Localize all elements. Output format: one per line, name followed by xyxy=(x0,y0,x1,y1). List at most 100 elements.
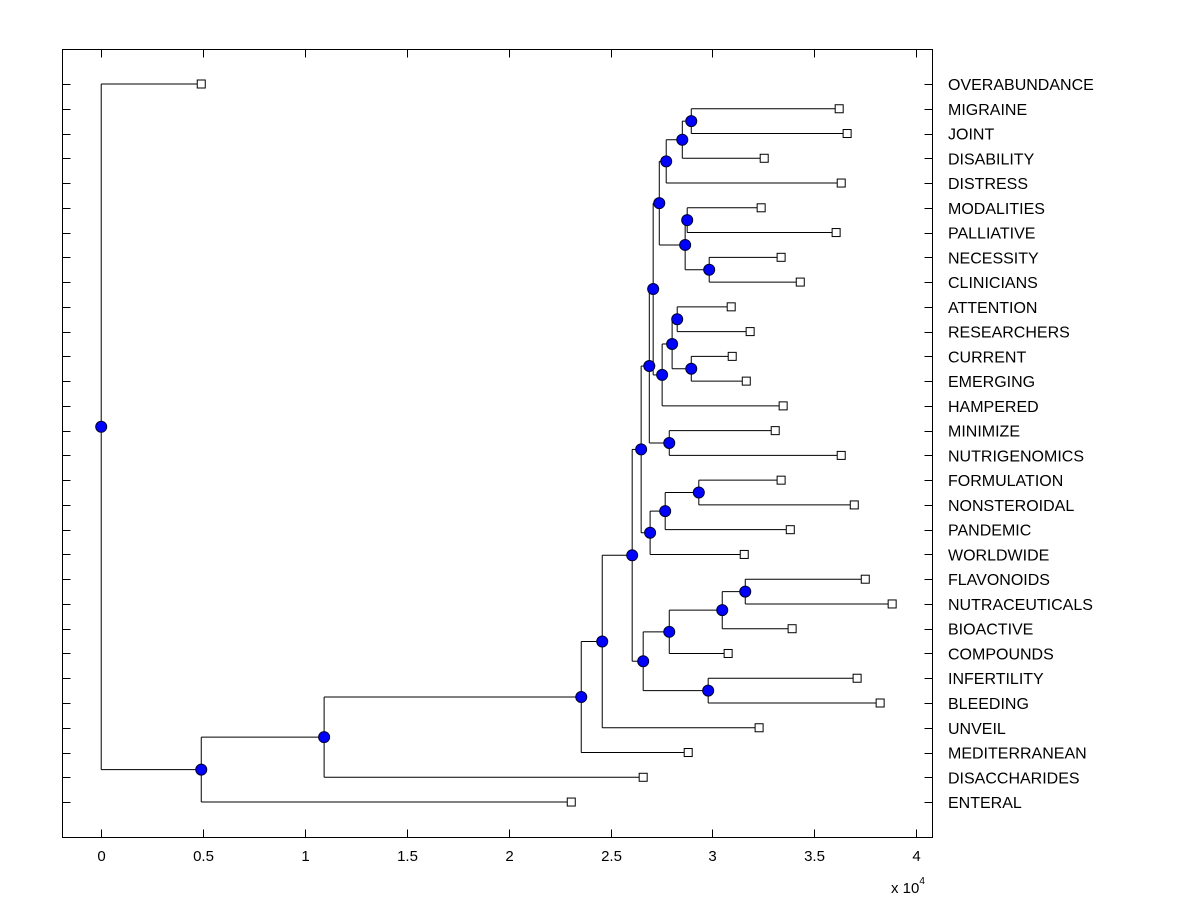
cluster-node xyxy=(660,155,673,168)
leaf-label: DISABILITY xyxy=(948,151,1035,168)
leaf-marker xyxy=(860,574,870,584)
cluster-node xyxy=(716,604,729,617)
leaf-marker xyxy=(638,772,648,782)
leaf-label: NONSTEROIDAL xyxy=(948,498,1074,515)
leaf-label: WORLDWIDE xyxy=(948,547,1049,564)
x-tick-label: 0.5 xyxy=(193,848,214,865)
leaf-marker xyxy=(745,327,755,337)
x-tick-label: 1 xyxy=(301,848,309,865)
x-tick-label: 2 xyxy=(505,848,513,865)
x-tick-label: 3.5 xyxy=(804,848,825,865)
leaf-label: INFERTILITY xyxy=(948,671,1044,688)
leaf-marker xyxy=(754,723,764,733)
cluster-node xyxy=(663,437,676,450)
leaf-marker xyxy=(739,549,749,559)
dendrogram-nodes xyxy=(95,79,897,807)
leaf-marker xyxy=(196,79,206,89)
leaf-marker xyxy=(776,475,786,485)
leaf-marker xyxy=(776,252,786,262)
leaf-marker xyxy=(770,426,780,436)
cluster-node xyxy=(626,549,639,562)
cluster-node xyxy=(647,283,660,296)
leaf-label: MODALITIES xyxy=(948,201,1045,218)
cluster-node xyxy=(666,337,679,350)
leaf-label: MEDITERRANEAN xyxy=(948,746,1087,763)
cluster-node xyxy=(676,133,689,146)
x-tick-label: 2.5 xyxy=(601,848,622,865)
cluster-node xyxy=(635,443,648,456)
cluster-node xyxy=(195,763,208,776)
leaf-label: CLINICIANS xyxy=(948,275,1038,292)
cluster-node xyxy=(703,263,716,276)
leaf-marker xyxy=(566,797,576,807)
leaf-marker xyxy=(759,153,769,163)
leaf-marker xyxy=(795,277,805,287)
leaf-marker xyxy=(723,648,733,658)
cluster-node xyxy=(637,655,650,668)
leaf-label: OVERABUNDANCE xyxy=(948,77,1094,94)
leaf-label: FLAVONOIDS xyxy=(948,572,1050,589)
x-multiplier-label: x 104 xyxy=(891,876,925,897)
x-tick-label: 1.5 xyxy=(397,848,418,865)
leaf-marker xyxy=(831,228,841,238)
leaf-label: ENTERAL xyxy=(948,795,1022,812)
x-tick-label: 4 xyxy=(912,848,920,865)
leaf-label: UNVEIL xyxy=(948,721,1006,738)
leaf-marker xyxy=(834,104,844,114)
leaf-marker xyxy=(683,748,693,758)
cluster-node xyxy=(596,635,609,648)
leaf-marker xyxy=(887,599,897,609)
cluster-node xyxy=(663,625,676,638)
cluster-node xyxy=(685,362,698,375)
x-tick-label: 3 xyxy=(708,848,716,865)
leaf-label: CURRENT xyxy=(948,349,1026,366)
cluster-node xyxy=(702,684,715,697)
cluster-node xyxy=(679,238,692,251)
leaf-label: BLEEDING xyxy=(948,696,1029,713)
leaf-marker xyxy=(727,351,737,361)
leaf-marker xyxy=(836,450,846,460)
leaf-marker xyxy=(756,203,766,213)
cluster-node xyxy=(656,368,669,381)
cluster-node xyxy=(653,197,666,210)
leaf-label: JOINT xyxy=(948,127,994,144)
leaf-marker xyxy=(785,525,795,535)
leaf-label: ATTENTION xyxy=(948,300,1037,317)
leaf-labels: OVERABUNDANCE MIGRAINE JOINT DISABILITY DIST… xyxy=(948,77,1094,812)
cluster-node xyxy=(95,420,108,433)
leaf-label: COMPOUNDS xyxy=(948,646,1054,663)
leaf-marker xyxy=(741,376,751,386)
plot-frame xyxy=(62,49,933,838)
leaf-label: DISTRESS xyxy=(948,176,1028,193)
leaf-label: HAMPERED xyxy=(948,399,1039,416)
leaf-marker xyxy=(787,624,797,634)
cluster-node xyxy=(739,585,752,598)
leaf-label: PALLIATIVE xyxy=(948,226,1035,243)
leaf-marker xyxy=(842,129,852,139)
cluster-node xyxy=(692,486,705,499)
leaf-marker xyxy=(726,302,736,312)
leaf-marker xyxy=(875,698,885,708)
leaf-marker xyxy=(778,401,788,411)
cluster-node xyxy=(644,526,657,539)
leaf-marker xyxy=(852,673,862,683)
cluster-node xyxy=(643,360,656,373)
leaf-label: BIOACTIVE xyxy=(948,622,1033,639)
leaf-marker xyxy=(849,500,859,510)
x-multiplier-exponent: 4 xyxy=(919,876,925,887)
leaf-label: RESEARCHERS xyxy=(948,325,1070,342)
cluster-node xyxy=(659,505,672,518)
cluster-node xyxy=(318,731,331,744)
cluster-node xyxy=(671,313,684,326)
leaf-label: MIGRAINE xyxy=(948,102,1027,119)
leaf-marker xyxy=(836,178,846,188)
leaf-label: MINIMIZE xyxy=(948,424,1020,441)
cluster-node xyxy=(575,691,588,704)
x-tick-label: 0 xyxy=(97,848,105,865)
leaf-label: FORMULATION xyxy=(948,473,1063,490)
leaf-label: PANDEMIC xyxy=(948,523,1031,540)
leaf-label: EMERGING xyxy=(948,374,1035,391)
cluster-node xyxy=(681,214,694,227)
leaf-label: DISACCHARIDES xyxy=(948,770,1080,787)
